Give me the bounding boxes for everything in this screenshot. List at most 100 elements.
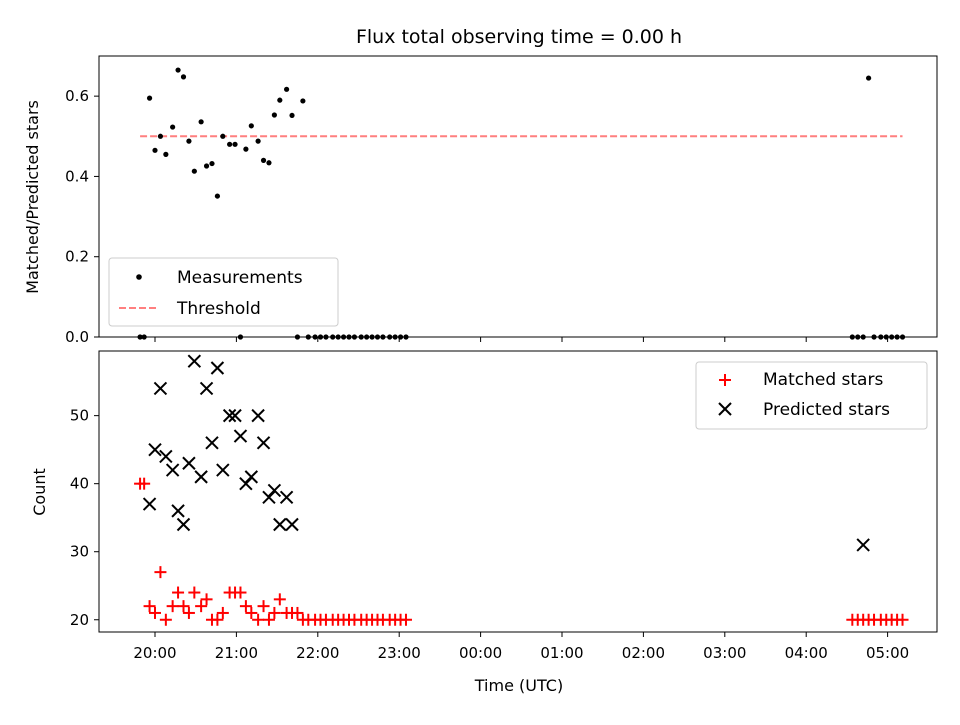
measurement-point [180,74,187,80]
ratio-marks [137,67,906,340]
measurement-point [170,124,176,130]
matched-star-point [399,613,412,626]
predicted-star-point [199,381,214,396]
predicted-star-point [233,429,248,443]
count-y-tick-label: 30 [70,543,89,561]
matched-star-point [149,606,161,619]
ratio-legend-box [108,257,339,327]
matched-star-point [896,613,909,626]
measurement-point [152,147,158,153]
predicted-star-point [222,408,237,423]
predicted-star-point [256,436,271,450]
measurement-point [198,119,204,125]
count-y-tick-label: 40 [70,475,89,493]
legend-predicted-label: Predicted stars [763,400,890,420]
count-x-tick-label: 04:00 [785,644,828,662]
count-x-tick-label: 05:00 [866,644,909,662]
predicted-star-point [148,442,162,457]
matched-star-point [195,600,208,613]
predicted-star-point [205,436,219,450]
measurement-point [283,86,290,92]
predicted-star-point [142,497,157,511]
x-axis-label: Time (UTC) [474,676,563,695]
ratio-x-ticks [154,337,889,342]
legend-predicted-marker [718,402,732,416]
predicted-star-point [171,504,185,518]
measurement-point [277,97,283,103]
count-legend-box [695,361,928,430]
measurement-point [255,138,261,144]
predicted-star-point [856,538,870,552]
measurement-point [146,95,153,101]
count-panel: 20 30 40 50 20:00 21:00 22:00 23:00 00:00 01:00 0… [30,350,938,695]
matched-star-point [138,477,151,490]
predicted-star-point [228,408,242,423]
legend-matched-label: Matched stars [763,370,883,390]
matched-star-point [234,586,247,599]
ratio-y-axis-label: Matched/Predicted stars [23,100,42,294]
measurement-point [271,112,277,118]
matched-star-point [172,586,185,599]
measurement-point [175,67,181,73]
matched-star-point [177,600,190,613]
predicted-star-point [176,517,191,532]
count-x-tick-label: 21:00 [215,644,258,662]
matched-star-point [182,606,195,619]
predicted-star-point [285,517,299,532]
predicted-star-point [165,463,180,477]
predicted-star-point [244,470,259,484]
predicted-star-point [159,449,173,464]
count-legend: Matched stars Predicted stars [695,361,928,430]
matched-star-point [200,593,213,606]
measurement-point [243,146,249,152]
measurement-point [227,141,233,147]
matched-star-point [273,593,286,606]
matched-star-point [291,606,304,619]
matched-star-point [252,613,265,626]
predicted-star-point [153,381,168,396]
predicted-star-point [187,354,202,368]
measurement-point [157,133,164,139]
predicted-star-point [273,517,287,532]
count-axes-frame [98,350,938,633]
ratio-panel: 0.0 0.2 0.4 0.6 Matched/Predicted stars Mea… [23,55,938,346]
measurement-point [266,160,272,166]
ratio-y-tick-label: 0.0 [65,328,89,346]
count-marks [134,354,909,626]
count-x-tick-label: 00:00 [459,644,502,662]
measurement-point [186,138,192,144]
count-y-axis-label: Count [30,468,49,516]
predicted-star-point [194,470,208,484]
legend-measurements-marker [136,274,142,280]
measurement-point [203,163,210,169]
chart-title: Flux total observing time = 0.00 h [356,26,682,48]
measurement-point [163,151,169,157]
count-x-tick-label: 20:00 [133,644,176,662]
predicted-star-point [210,361,225,375]
count-y-ticks: 20 30 40 50 [70,407,99,629]
count-x-tick-label: 02:00 [622,644,665,662]
ratio-y-tick-label: 0.6 [65,87,89,105]
measurement-point [214,193,221,199]
measurement-point [866,75,872,81]
count-x-tick-label: 03:00 [703,644,746,662]
count-x-tick-label: 22:00 [296,644,339,662]
measurement-point [220,133,226,139]
matched-star-point [268,606,281,619]
count-x-tick-label: 01:00 [540,644,583,662]
count-x-tick-label: 23:00 [378,644,421,662]
legend-measurements-label: Measurements [177,268,303,288]
legend-matched-marker [719,374,731,386]
matched-star-point [216,606,229,619]
ratio-legend: Measurements Threshold [108,257,339,327]
ratio-axes-frame [98,55,938,338]
ratio-y-ticks: 0.0 0.2 0.4 0.6 [65,87,99,346]
measurement-point [232,141,238,147]
measurement-point [260,157,267,163]
measurement-point [191,168,197,174]
predicted-star-point [279,490,294,504]
count-x-ticks: 20:00 21:00 22:00 23:00 00:00 01:00 02:00 03:00… [133,632,909,662]
ratio-y-tick-label: 0.2 [65,248,89,266]
matched-star-point [239,600,252,613]
